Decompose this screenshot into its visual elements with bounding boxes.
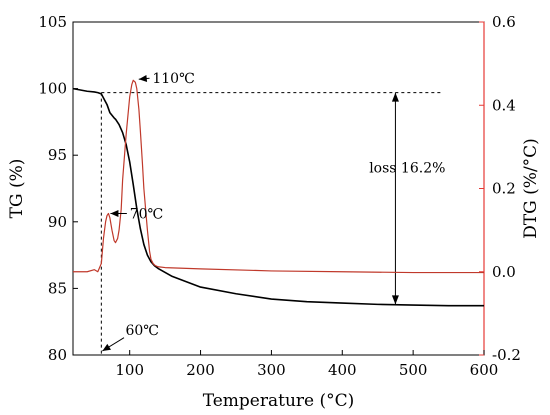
peak-110-label: 110℃: [152, 71, 194, 87]
x-tick-label: 400: [328, 361, 357, 379]
onset-60-label: 60℃: [125, 323, 158, 339]
peak-110-arrow-head: [138, 74, 148, 82]
x-tick-label: 500: [399, 361, 428, 379]
y-left-tick-label: 80: [48, 346, 67, 364]
y-left-tick-label: 85: [48, 279, 67, 297]
y-right-tick-label: 0.0: [492, 263, 516, 281]
peak-70-label: 70℃: [130, 206, 163, 222]
y-axis-right-label: DTG (%/°C): [521, 138, 541, 239]
peak-70-arrow-head: [110, 209, 119, 217]
series-layer: [72, 79, 484, 307]
ticks-layer: 100 200 300 400 500 600 80 85 90 95 100 105 -0.2 0.0 0…: [38, 13, 521, 379]
x-axis-label: Temperature (°C): [203, 391, 355, 411]
y-left-tick-label: 95: [48, 146, 67, 164]
tg-series-line: [72, 87, 484, 307]
y-left-tick-label: 100: [38, 80, 67, 98]
y-right-tick-label: 0.2: [492, 180, 516, 198]
x-tick-label: 200: [186, 361, 215, 379]
y-right-tick-label: -0.2: [492, 346, 521, 364]
loss-arrow-head-bottom: [391, 295, 399, 305]
loss-arrow-head-top: [391, 92, 399, 102]
y-right-tick-label: 0.6: [492, 13, 516, 31]
onset-60-arrow-head: [102, 343, 111, 352]
y-left-tick-label: 105: [38, 13, 67, 31]
y-right-tick-label: 0.4: [492, 96, 516, 114]
dtg-series-line: [73, 79, 484, 274]
y-left-tick-label: 90: [48, 213, 67, 231]
x-tick-label: 300: [257, 361, 286, 379]
annotation-layer: 110℃ 70℃ 60℃ loss 16.2%: [102, 71, 445, 352]
x-tick-label: 600: [470, 361, 499, 379]
loss-label: loss 16.2%: [369, 161, 445, 177]
x-tick-label: 100: [115, 361, 144, 379]
guides-layer: [100, 92, 442, 355]
y-axis-left-label: TG (%): [7, 159, 27, 219]
